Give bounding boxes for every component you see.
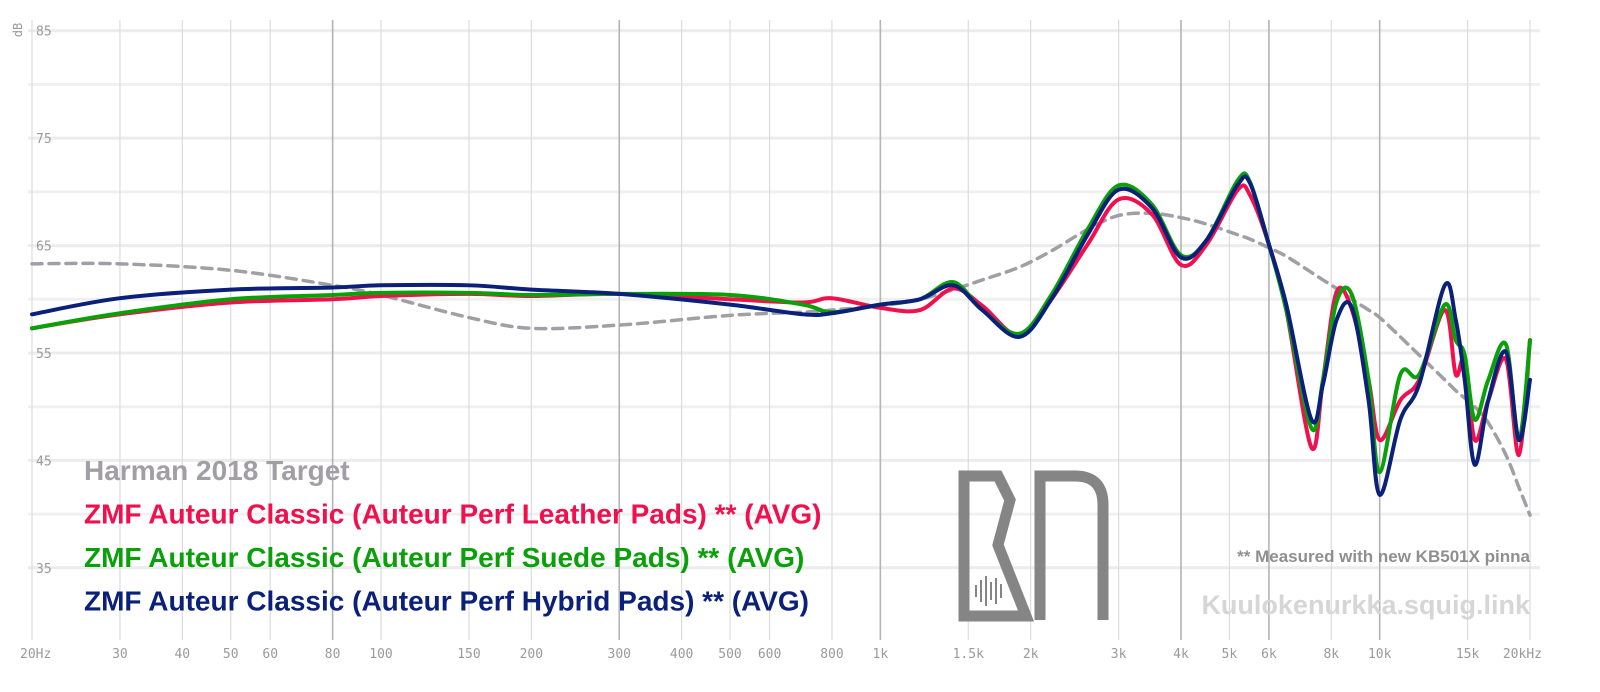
logo-n xyxy=(1034,470,1109,620)
logo-k xyxy=(958,470,1035,622)
x-tick-label: 200 xyxy=(520,647,543,662)
y-tick-label: 35 xyxy=(36,562,52,577)
x-tick-label: 1.5k xyxy=(953,647,984,662)
curves xyxy=(30,171,1532,517)
note: ** Measured with new KB501X pinna xyxy=(1237,547,1530,566)
x-tick-label: 4k xyxy=(1173,647,1189,662)
series-line xyxy=(30,211,1532,517)
legend-entry: ZMF Auteur Classic (Auteur Perf Suede Pa… xyxy=(84,542,804,573)
x-tick-label: 400 xyxy=(670,647,693,662)
x-tick-label: 40 xyxy=(174,647,190,662)
legend-entry: ZMF Auteur Classic (Auteur Perf Leather … xyxy=(84,499,821,530)
x-tick-label: 80 xyxy=(325,647,341,662)
watermark: Kuulokenurkka.squig.link xyxy=(1201,590,1531,620)
y-tick-label: 65 xyxy=(36,240,52,255)
x-tick-label: 100 xyxy=(369,647,392,662)
x-tick-label: 8k xyxy=(1323,647,1339,662)
x-tick-label: 800 xyxy=(820,647,843,662)
logo xyxy=(958,470,1109,622)
y-tick-label: 55 xyxy=(36,347,52,362)
x-tick-label: 150 xyxy=(457,647,480,662)
y-tick-label: 85 xyxy=(36,25,52,40)
x-tick-label: 600 xyxy=(758,647,781,662)
x-tick-label: 300 xyxy=(608,647,631,662)
series-line xyxy=(30,174,1532,497)
legend: Harman 2018 Target ZMF Auteur Classic (Au… xyxy=(84,455,821,617)
legend-entry: Harman 2018 Target xyxy=(84,455,350,486)
x-tick-label: 20kHz xyxy=(1503,647,1542,662)
x-tick-label: 2k xyxy=(1023,647,1039,662)
x-tick-label: 1k xyxy=(873,647,889,662)
x-tick-label: 3k xyxy=(1111,647,1127,662)
y-tick-label: 75 xyxy=(36,132,52,147)
x-tick-label: 500 xyxy=(718,647,741,662)
y-axis-label: dB xyxy=(11,23,25,37)
x-tick-label: 5k xyxy=(1222,647,1238,662)
y-tick-label: 45 xyxy=(36,454,52,469)
legend-entry: ZMF Auteur Classic (Auteur Perf Hybrid P… xyxy=(84,586,809,617)
logo-wave xyxy=(975,576,1002,606)
x-tick-label: 10k xyxy=(1368,647,1392,662)
x-tick-label: 60 xyxy=(262,647,278,662)
x-tick-label: 15k xyxy=(1456,647,1480,662)
x-tick-label: 6k xyxy=(1261,647,1277,662)
x-tick-label: 30 xyxy=(112,647,128,662)
x-tick-label: 50 xyxy=(223,647,239,662)
x-tick-label: 20Hz xyxy=(20,647,51,662)
